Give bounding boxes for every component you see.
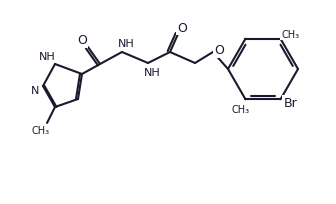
Text: Br: Br: [284, 96, 297, 109]
Text: NH: NH: [143, 68, 160, 78]
Text: CH₃: CH₃: [232, 105, 250, 115]
Text: NH: NH: [118, 39, 134, 49]
Text: NH: NH: [39, 52, 55, 62]
Text: CH₃: CH₃: [282, 30, 300, 40]
Text: O: O: [177, 21, 187, 34]
Text: O: O: [214, 44, 224, 57]
Text: CH₃: CH₃: [32, 125, 50, 135]
Text: O: O: [77, 34, 87, 47]
Text: N: N: [31, 86, 39, 95]
